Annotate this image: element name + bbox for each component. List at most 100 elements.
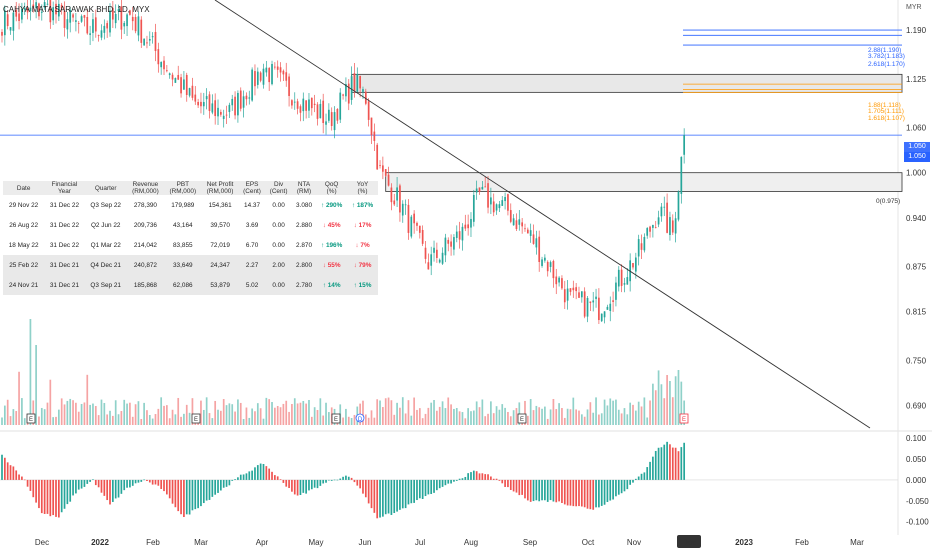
volume-bar <box>86 374 89 425</box>
candle <box>359 75 361 98</box>
candle <box>271 60 273 86</box>
volume-bar <box>146 410 148 425</box>
volume-bar <box>600 413 603 425</box>
volume-bar <box>222 399 225 425</box>
time-axis-cursor <box>677 535 701 548</box>
volume-bar <box>137 401 140 425</box>
volume-bar <box>478 407 481 425</box>
oscillator-bar <box>677 451 680 480</box>
table-cell: Q3 Sep 21 <box>84 275 127 295</box>
candle <box>632 262 634 270</box>
candle <box>174 77 177 83</box>
volume-bar <box>271 402 273 425</box>
candle <box>370 117 373 144</box>
volume-bar <box>652 383 654 425</box>
oscillator-bar <box>242 474 245 480</box>
oscillator-bar <box>643 472 646 480</box>
earnings-marker[interactable]: E <box>679 413 689 424</box>
volume-bar <box>578 410 580 425</box>
volume-bar <box>15 411 18 425</box>
oscillator-bar <box>401 479 404 509</box>
dividend-marker[interactable]: D <box>355 413 365 423</box>
oscillator-bar <box>464 476 467 480</box>
candle <box>424 241 427 264</box>
volume-bar <box>455 408 458 425</box>
volume-bar <box>396 402 398 425</box>
time-axis[interactable]: Dec 2022 Feb Mar Apr May Jun Jul Aug Sep Oct Nov Dec… <box>35 535 864 548</box>
candle <box>200 92 202 114</box>
earnings-marker[interactable]: E <box>191 413 201 424</box>
volume-bar <box>208 413 211 425</box>
descending-trendline[interactable] <box>214 0 871 429</box>
volume-bar <box>495 406 498 425</box>
oscillator-bar <box>106 479 109 501</box>
table-header-cell: QoQ (%) <box>316 181 348 195</box>
candle <box>620 264 623 293</box>
candle <box>15 1 18 22</box>
oscillator-bar <box>455 479 458 481</box>
volume-bar <box>140 418 143 425</box>
oscillator-bar <box>157 479 160 486</box>
volume-bar <box>470 411 472 425</box>
earnings-marker[interactable]: E <box>26 413 36 424</box>
volume-bar <box>6 399 9 425</box>
volume-bar <box>285 400 288 425</box>
volume-bar <box>441 401 444 425</box>
volume-bar <box>450 404 452 425</box>
earnings-marker[interactable]: E <box>331 413 341 424</box>
candle <box>171 72 174 87</box>
support-box[interactable] <box>385 172 903 192</box>
oscillator-bar <box>254 467 256 480</box>
oscillator-bar <box>538 479 541 502</box>
oscillator-bar <box>52 479 55 516</box>
volume-bar <box>615 399 617 425</box>
candle <box>464 214 467 232</box>
volume-bar <box>387 397 390 425</box>
candle <box>60 2 63 15</box>
oscillator-bar <box>362 479 364 494</box>
volume-bar <box>231 404 234 425</box>
osc-tick-label: -0.100 <box>906 518 929 527</box>
candle <box>367 98 370 127</box>
volume-bar <box>9 416 12 425</box>
volume-bar <box>490 401 492 425</box>
oscillator-bar <box>83 479 86 487</box>
arrow-down-icon: ↓ 45% <box>322 221 341 229</box>
candle <box>72 13 74 22</box>
volume-bar <box>393 414 396 425</box>
candle <box>373 123 376 151</box>
oscillator-bar <box>143 479 145 481</box>
candle <box>615 276 617 307</box>
volume-bar <box>384 398 387 425</box>
oscillator-bar <box>214 479 217 495</box>
candle <box>328 103 330 123</box>
oscillator-bar <box>359 479 361 489</box>
candle <box>316 102 319 126</box>
volume-bar <box>353 414 356 425</box>
oscillator-bar <box>319 479 322 486</box>
table-header-row: Date Financial Year Quarter Revenue (RM,000) P… <box>3 181 378 195</box>
earnings-marker[interactable]: E <box>517 413 527 424</box>
oscillator-bar <box>154 479 157 485</box>
volume-bar <box>609 398 612 425</box>
volume-bar <box>592 412 595 425</box>
table-cell: 2.780 <box>291 275 317 295</box>
volume-bar <box>325 402 327 425</box>
oscillator-bar <box>126 479 128 488</box>
volume-bar <box>148 414 151 425</box>
oscillator-bar <box>561 479 563 504</box>
candle <box>148 31 151 46</box>
candle <box>677 190 680 222</box>
table-cell: 31 Dec 22 <box>44 195 85 215</box>
oscillator-bar <box>129 479 131 488</box>
oscillator-bar <box>185 479 188 515</box>
volume-bar <box>77 411 80 425</box>
candle <box>202 92 205 115</box>
candle <box>364 88 367 106</box>
candle <box>242 90 245 118</box>
candle <box>305 100 307 119</box>
current-price-label-prev: 1.050 <box>904 142 930 152</box>
candle <box>46 0 49 6</box>
